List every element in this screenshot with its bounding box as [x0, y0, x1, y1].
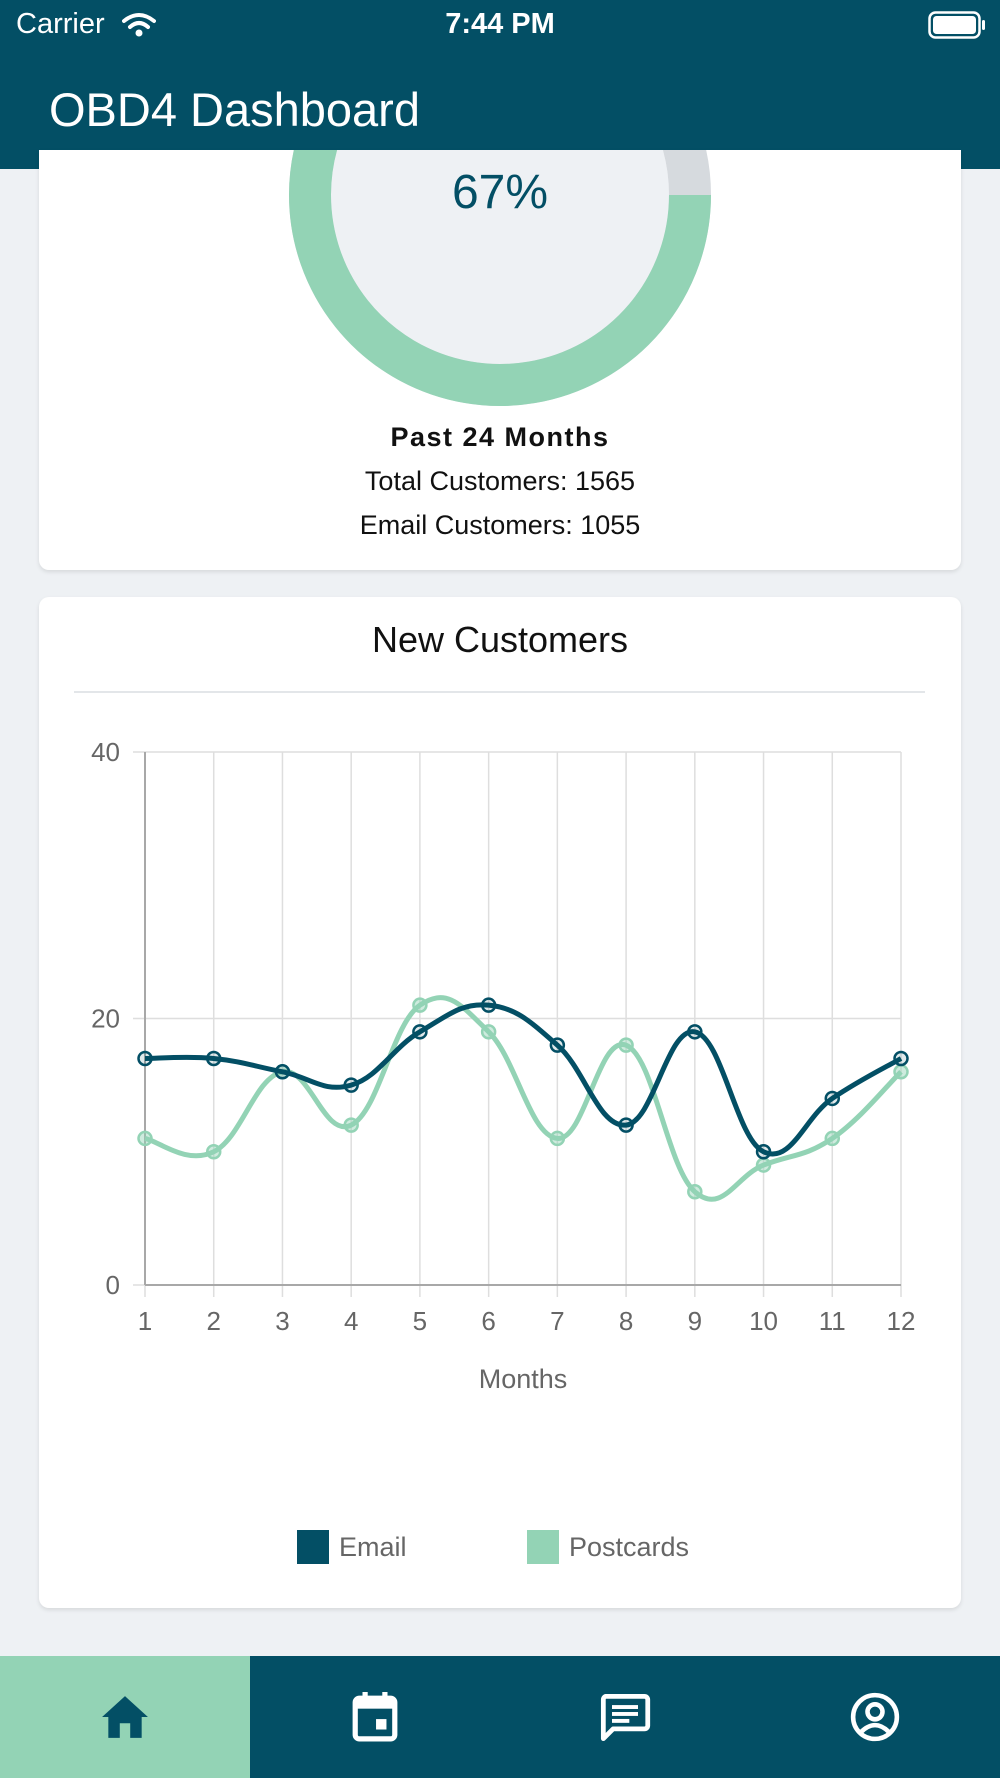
- email-data-point: [549, 1037, 566, 1053]
- tab-messages[interactable]: [500, 1656, 750, 1778]
- email-data-point: [412, 1024, 428, 1040]
- postcards-data-point: [618, 1037, 634, 1053]
- x-tick-label: 5: [413, 1306, 427, 1336]
- x-tick-label: 4: [344, 1306, 358, 1336]
- postcards-data-point: [205, 1144, 222, 1160]
- email-data-point: [618, 1117, 634, 1133]
- email-data-point: [893, 1050, 909, 1067]
- x-tick-label: 9: [688, 1306, 702, 1336]
- wifi-icon: [122, 13, 156, 37]
- postcards-legend-label: Postcards: [569, 1532, 689, 1562]
- postcards-data-point: [480, 1024, 497, 1040]
- email-legend-swatch: [297, 1530, 329, 1564]
- x-tick-label: 2: [206, 1306, 220, 1336]
- y-tick-label: 20: [91, 1004, 120, 1034]
- postcards-data-point: [893, 1064, 909, 1080]
- postcards-series-line: [144, 995, 903, 1202]
- summary-card: 67% Past 24 Months Total Customers: 1565…: [39, 150, 961, 570]
- postcards-data-point: [412, 997, 428, 1013]
- y-tick-label: 0: [106, 1270, 120, 1300]
- tab-home[interactable]: [0, 1656, 250, 1778]
- postcards-legend-swatch: [527, 1530, 559, 1564]
- home-icon: [102, 1696, 148, 1738]
- message-icon: [600, 1694, 651, 1742]
- email-series-line: [144, 1002, 903, 1157]
- x-tick-label: 3: [275, 1306, 289, 1336]
- tab-account[interactable]: [750, 1656, 1000, 1778]
- x-tick-label: 8: [619, 1306, 633, 1336]
- postcards-data-point: [549, 1130, 566, 1147]
- account-icon: [850, 1692, 900, 1742]
- x-tick-label: 7: [550, 1306, 564, 1336]
- x-tick-label: 12: [887, 1306, 916, 1336]
- email-data-point: [343, 1077, 359, 1093]
- period-title: Past 24 Months: [390, 422, 610, 452]
- x-tick-label: 6: [481, 1306, 495, 1336]
- postcards-data-point: [687, 1183, 703, 1200]
- new-customers-card: New Customers 1 2 3 4 5 6 7 8 9 10 11 12 0 20 40 Months…: [39, 597, 961, 1608]
- battery-icon: [928, 11, 985, 39]
- email-data-point: [687, 1024, 703, 1040]
- donut-value-arc: [289, 150, 711, 406]
- app-title: OBD4 Dashboard: [49, 83, 420, 136]
- chart-title: New Customers: [371, 619, 629, 660]
- x-tick-label: 1: [138, 1306, 152, 1336]
- email-data-point: [824, 1090, 841, 1107]
- calendar-icon: [352, 1692, 398, 1742]
- percent-donut: [289, 150, 711, 406]
- status-time: 7:44 PM: [445, 8, 555, 40]
- bottom-tab-bar: [0, 1656, 1000, 1778]
- y-tick-label: 40: [91, 737, 120, 767]
- donut-center: [331, 150, 669, 364]
- divider: [74, 691, 925, 693]
- carrier-label: Carrier: [16, 8, 105, 40]
- status-bar: Carrier 7:44 PM: [0, 0, 1000, 52]
- email-data-point: [480, 997, 497, 1013]
- email-data-point: [274, 1064, 291, 1080]
- email-data-point: [755, 1144, 772, 1160]
- total-customers-text: Total Customers: 1565: [364, 466, 636, 496]
- tab-calendar[interactable]: [250, 1656, 500, 1778]
- x-tick-label: 10: [749, 1306, 778, 1336]
- postcards-data-point: [343, 1117, 359, 1133]
- email-data-point: [137, 1050, 153, 1067]
- email-customers-text: Email Customers: 1055: [359, 510, 641, 540]
- x-tick-label: 11: [819, 1306, 846, 1336]
- x-axis-title: Months: [479, 1364, 568, 1394]
- email-legend-label: Email: [339, 1532, 407, 1562]
- postcards-data-point: [137, 1130, 153, 1147]
- postcards-data-point: [824, 1130, 841, 1147]
- postcards-data-point: [755, 1157, 772, 1173]
- email-data-point: [205, 1050, 222, 1067]
- percent-label: 67%: [451, 166, 549, 219]
